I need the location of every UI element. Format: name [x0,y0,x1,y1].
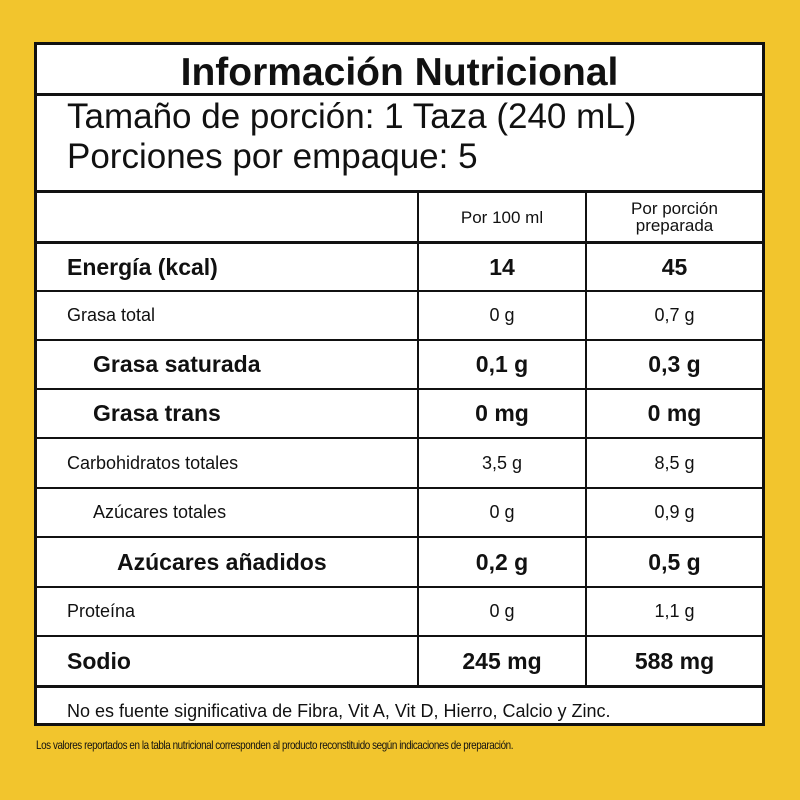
row-value-portion: 0,9 g [585,489,762,536]
row-label: Energía (kcal) [67,253,218,280]
row-value-portion: 8,5 g [585,439,762,487]
row-label: Azúcares añadidos [117,548,327,575]
servings-per-package: Porciones por empaque: 5 [67,137,478,176]
row-label: Carbohidratos totales [67,452,239,473]
column-header-per-portion-line2: preparada [635,216,714,235]
row-value-per100: 0 mg [417,390,585,437]
row-value-portion: 588 mg [585,637,762,685]
table-row-total-sugars: Azúcares totales 0 g 0,9 g [37,487,762,536]
table-row-trans-fat: Grasa trans 0 mg 0 mg [37,388,762,437]
row-value-portion: 45 [585,244,762,290]
table-row-total-carbs: Carbohidratos totales 3,5 g 8,5 g [37,437,762,487]
table-header-row: Por 100 ml Por porción preparada [37,190,762,241]
serving-size: Tamaño de porción: 1 Taza (240 mL) [67,97,637,136]
row-value-per100: 0,1 g [417,341,585,388]
column-header-per-portion-line1: Por porción [631,199,718,218]
table-row-saturated-fat: Grasa saturada 0,1 g 0,3 g [37,339,762,388]
row-value-per100: 0,2 g [417,538,585,586]
table-row-added-sugars: Azúcares añadidos 0,2 g 0,5 g [37,536,762,586]
row-value-portion: 0,5 g [585,538,762,586]
row-label: Grasa saturada [93,351,261,377]
header-empty-cell [37,193,417,241]
row-label: Grasa total [67,305,156,325]
row-value-per100: 0 g [417,292,585,339]
footnote-not-significant-source: No es fuente significativa de Fibra, Vit… [37,685,762,733]
row-value-portion: 1,1 g [585,588,762,635]
disclaimer-text: Los valores reportados en la tabla nutri… [36,738,514,752]
row-value-portion: 0,7 g [585,292,762,339]
row-value-per100: 14 [417,244,585,290]
row-label: Sodio [67,647,131,674]
row-value-per100: 245 mg [417,637,585,685]
row-label: Grasa trans [93,400,221,426]
nutrition-facts-panel: Información Nutricional Tamaño de porció… [34,42,765,726]
serving-info: Tamaño de porción: 1 Taza (240 mL) Porci… [67,97,747,177]
row-value-portion: 0,3 g [585,341,762,388]
table-row-energy: Energía (kcal) 14 45 [37,241,762,290]
table-row-sodium: Sodio 245 mg 588 mg [37,635,762,685]
row-value-per100: 0 g [417,489,585,536]
row-value-per100: 0 g [417,588,585,635]
row-value-per100: 3,5 g [417,439,585,487]
table-row-protein: Proteína 0 g 1,1 g [37,586,762,635]
row-label: Azúcares totales [93,502,227,522]
panel-title: Información Nutricional [37,45,762,96]
table-row-total-fat: Grasa total 0 g 0,7 g [37,290,762,339]
column-header-per-portion: Por porción preparada [585,193,762,241]
column-header-per-100ml: Por 100 ml [417,193,585,241]
row-value-portion: 0 mg [585,390,762,437]
row-label: Proteína [67,601,136,621]
